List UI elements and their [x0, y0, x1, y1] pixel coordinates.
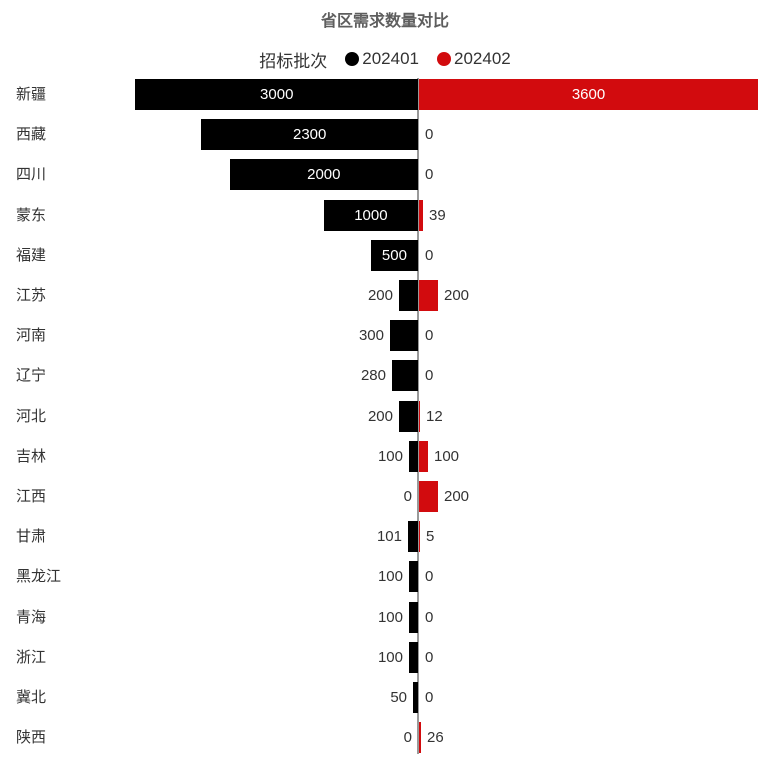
value-label-202402: 0 — [425, 247, 434, 264]
bar-202401 — [408, 441, 418, 472]
value-label-202401: 100 — [377, 609, 403, 626]
bar-202401 — [408, 642, 418, 673]
bar-202401 — [399, 401, 418, 432]
chart-title: 省区需求数量对比 — [320, 13, 449, 30]
value-label-202402: 0 — [425, 126, 434, 143]
category-label: 江苏 — [16, 287, 47, 304]
value-label-202401: 300 — [358, 327, 384, 344]
category-label: 浙江 — [16, 649, 47, 666]
bar-202401 — [323, 200, 418, 231]
bar-202401 — [370, 240, 418, 271]
bar-202401 — [229, 159, 418, 190]
bar-202401 — [389, 320, 418, 351]
category-label: 四川 — [16, 166, 47, 183]
value-label-202401: 3000 — [260, 86, 294, 103]
bar-202401 — [391, 360, 418, 391]
value-label-202401: 2000 — [307, 166, 341, 183]
bar-202402 — [419, 280, 438, 311]
bar-202402 — [419, 521, 420, 552]
value-label-202402: 200 — [444, 488, 470, 505]
bar-202402 — [419, 481, 438, 512]
legend-item-label: 202401 — [362, 49, 419, 68]
category-label: 福建 — [16, 247, 47, 264]
category-label: 蒙东 — [16, 207, 47, 224]
bar-202402 — [419, 722, 422, 753]
value-label-202402: 0 — [425, 327, 434, 344]
category-label: 甘肃 — [16, 528, 47, 545]
value-label-202402: 3600 — [571, 86, 606, 103]
legend-item-label: 202402 — [454, 49, 511, 68]
value-label-202402: 100 — [434, 448, 460, 465]
bar-202401 — [399, 280, 418, 311]
axis-line — [417, 78, 419, 754]
value-label-202401: 50 — [390, 689, 407, 706]
bar-202401 — [408, 561, 418, 592]
value-label-202402: 0 — [425, 689, 434, 706]
value-label-202401: 101 — [376, 528, 402, 545]
bar-202401 — [408, 521, 418, 552]
category-label: 河北 — [16, 408, 47, 425]
value-label-202401: 2300 — [293, 126, 327, 143]
category-label: 陕西 — [16, 729, 47, 746]
value-label-202401: 500 — [381, 247, 407, 264]
bar-202402 — [419, 200, 423, 231]
bar-202402 — [419, 401, 421, 432]
value-label-202402: 0 — [425, 568, 434, 585]
value-label-202401: 100 — [377, 649, 403, 666]
value-label-202402: 26 — [427, 729, 444, 746]
category-label: 辽宁 — [16, 367, 47, 384]
category-label: 青海 — [16, 609, 47, 626]
value-label-202401: 0 — [403, 729, 412, 746]
legend-dot-202401-icon — [345, 52, 360, 66]
bar-202402 — [419, 79, 758, 110]
legend-item-202402[interactable]: 202402 — [437, 49, 511, 69]
value-label-202402: 0 — [425, 649, 434, 666]
bar-202402 — [419, 441, 429, 472]
legend-dot-202402-icon — [437, 52, 451, 66]
value-label-202401: 0 — [403, 488, 412, 505]
value-label-202402: 0 — [425, 166, 434, 183]
value-label-202402: 200 — [444, 287, 470, 304]
legend: 招标批次 202401 202402 — [0, 47, 770, 71]
bar-202401 — [408, 602, 418, 633]
bar-202401 — [413, 682, 418, 713]
value-label-202401: 1000 — [354, 207, 388, 224]
value-label-202401: 280 — [360, 367, 386, 384]
bar-202401 — [135, 79, 418, 110]
category-label: 河南 — [16, 327, 47, 344]
legend-item-202401[interactable]: 202401 — [345, 49, 419, 69]
category-label: 黑龙江 — [16, 568, 62, 585]
value-label-202402: 0 — [425, 367, 434, 384]
value-label-202401: 100 — [377, 448, 403, 465]
category-label: 吉林 — [16, 448, 47, 465]
value-label-202401: 100 — [377, 568, 403, 585]
value-label-202401: 200 — [367, 408, 393, 425]
value-label-202402: 5 — [426, 528, 435, 545]
category-label: 江西 — [16, 488, 47, 505]
legend-title: 招标批次 — [259, 51, 328, 71]
value-label-202401: 200 — [367, 287, 393, 304]
value-label-202402: 12 — [426, 408, 443, 425]
category-label: 冀北 — [16, 689, 47, 706]
category-label: 新疆 — [16, 86, 47, 103]
value-label-202402: 39 — [429, 207, 446, 224]
value-label-202402: 0 — [425, 609, 434, 626]
category-label: 西藏 — [16, 126, 47, 143]
bar-202401 — [201, 119, 418, 150]
